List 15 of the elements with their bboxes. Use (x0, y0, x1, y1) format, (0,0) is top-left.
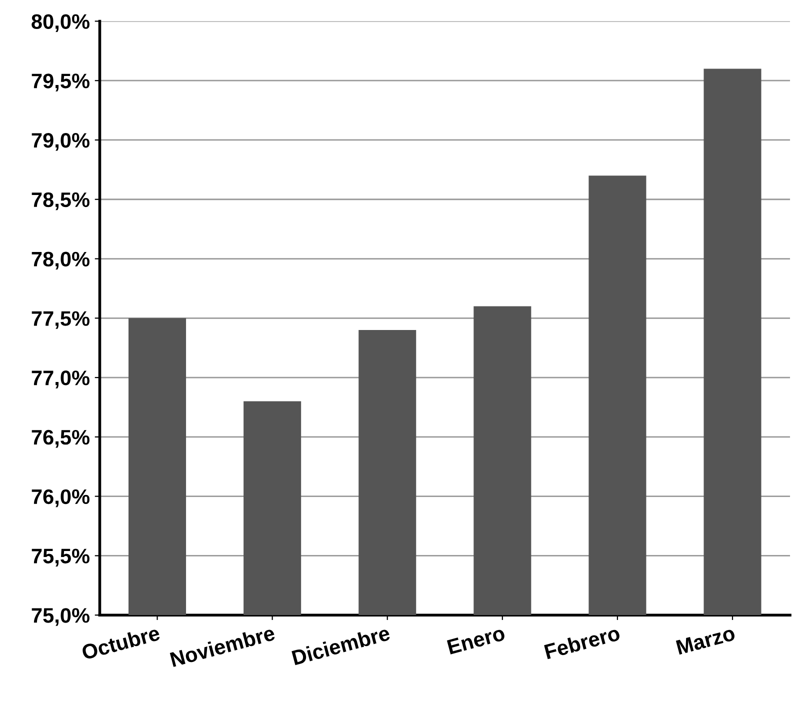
x-tick-label: Enero (446, 626, 506, 655)
x-tick-label: Marzo (676, 626, 736, 655)
y-tick-label: 77,0% (32, 370, 90, 388)
x-tick-label: Octubre (80, 624, 161, 660)
y-tick-label: 79,5% (32, 74, 90, 92)
y-tick-label: 76,5% (32, 430, 90, 448)
y-tick-label: 77,5% (32, 311, 90, 329)
y-tick-label: 75,0% (32, 608, 90, 626)
y-tick-label: 78,0% (32, 252, 90, 270)
y-tick-label: 79,0% (32, 132, 90, 151)
y-tick-label: 78,5% (32, 192, 90, 210)
y-tick-label: 80,0% (32, 14, 90, 32)
y-tick-label: 76,0% (32, 489, 90, 508)
y-tick-label: 75,5% (32, 548, 90, 566)
x-tick-label: Febrero (544, 625, 621, 660)
